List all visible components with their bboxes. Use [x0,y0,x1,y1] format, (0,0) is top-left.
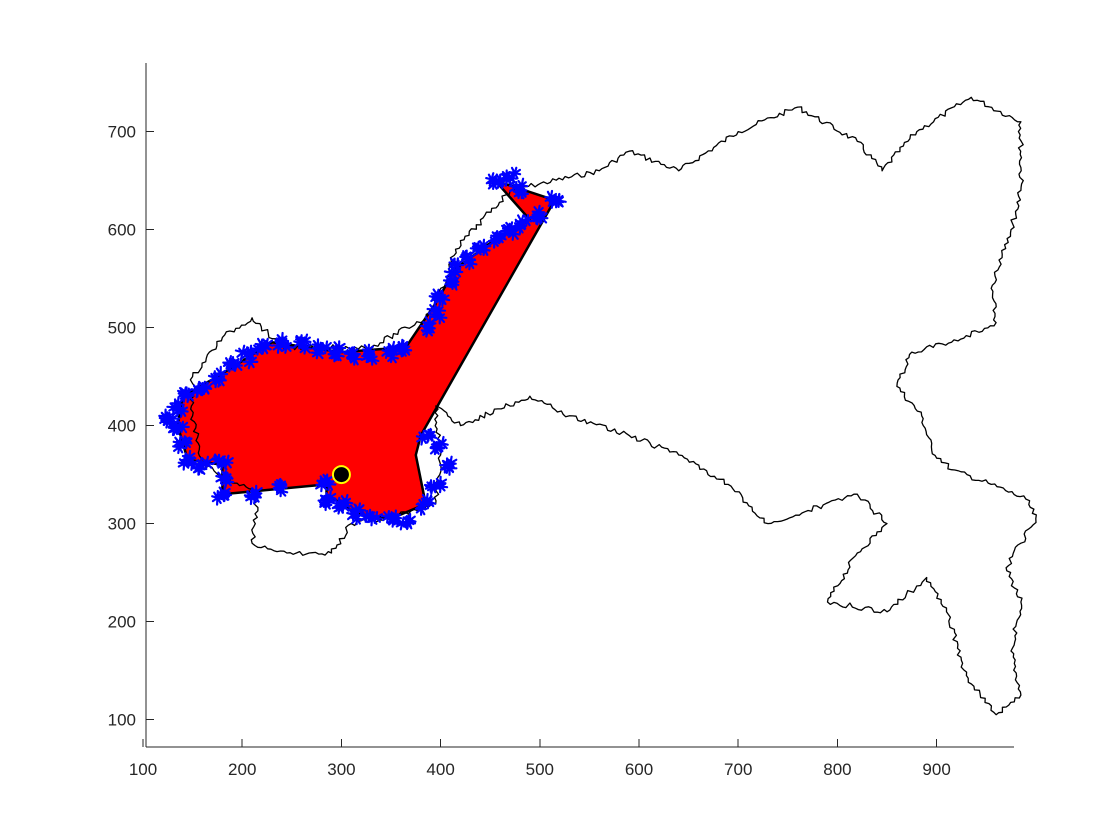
frontier-marker [500,221,521,241]
frontier-marker [439,455,458,476]
frontier-marker [428,288,451,307]
frontier-marker [191,455,214,476]
x-tick-label: 300 [327,760,355,779]
frontier-marker [544,189,567,209]
frontier-marker [234,344,259,370]
frontier-marker [346,502,367,526]
frontier-marker [166,396,189,418]
x-tick-label: 600 [625,760,653,779]
frontier-marker [330,494,354,515]
frontier-marker [529,204,549,226]
frontier-marker [211,484,233,506]
frontier-marker [395,512,417,531]
start-point-marker [331,465,351,485]
frontier-marker [172,435,193,455]
y-axis: 100 200 300 400 500 600 700 [108,63,154,747]
plot-area [158,96,1037,716]
frontier-marker [394,338,413,358]
frontier-marker [222,355,243,373]
frontier-marker [360,508,383,527]
frontier-marker [207,365,229,389]
y-tick-label: 700 [108,123,136,142]
y-tick-label: 200 [108,613,136,632]
frontier-marker [429,435,449,456]
frontier-marker [420,315,437,338]
frontier-marker [508,177,530,200]
frontier-marker [499,166,522,187]
y-tick-label: 600 [108,221,136,240]
frontier-marker [243,484,263,506]
frontier-marker [327,340,347,363]
frontier-marker [310,338,333,360]
frontier-marker [487,230,507,249]
frontier-marker [177,386,195,404]
y-tick-label: 500 [108,319,136,338]
frontier-marker [190,380,213,399]
frontier-marker [271,477,289,498]
frontier-marker [251,337,274,356]
frontier-marker [315,473,337,493]
x-tick-label: 500 [526,760,554,779]
y-tick-label: 100 [108,711,136,730]
frontier-marker [469,238,492,256]
x-tick-label: 800 [823,760,851,779]
x-tick-label: 700 [724,760,752,779]
y-tick-label: 300 [108,515,136,534]
x-tick-label: 400 [426,760,454,779]
frontier-marker [211,453,234,471]
frontier-marker [215,470,235,489]
x-tick-label: 100 [129,760,157,779]
frontier-marker [361,343,380,366]
frontier-marker [177,449,200,471]
frontier-marker [317,490,337,512]
frontier-marker [423,475,449,495]
frontier-marker [343,346,363,366]
frontier-marker [442,275,460,291]
frontier-marker [414,492,437,516]
frontier-marker [380,509,403,528]
frontier-marker [426,302,448,325]
frontier-marker [272,331,295,354]
frontier-marker [381,340,401,364]
x-tick-label: 900 [922,760,950,779]
frontier-marker [459,249,478,271]
frontier-marker [293,333,312,355]
x-axis: 100 200 300 400 500 600 700 800 900 [129,739,1014,779]
y-tick-label: 400 [108,417,136,436]
frontier-markers [158,166,567,531]
frontier-marker [167,419,190,437]
frontier-marker [415,427,438,446]
x-tick-label: 200 [228,760,256,779]
